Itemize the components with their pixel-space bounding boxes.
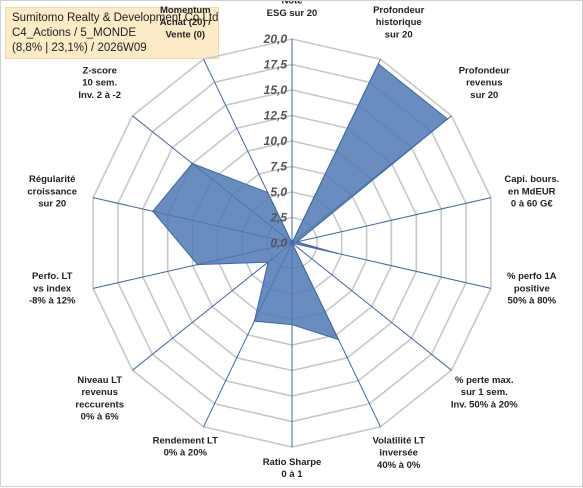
axis-label-line: revenus xyxy=(466,78,502,89)
axis-spoke-5 xyxy=(291,242,452,371)
data-point-10 xyxy=(196,263,199,266)
tick-label-1: 2,5 xyxy=(269,211,287,225)
axis-label-line: 40% à 0% xyxy=(377,460,421,471)
tick-label-4: 10,0 xyxy=(264,134,288,148)
tick-label-5: 12,5 xyxy=(264,109,288,123)
data-point-1 xyxy=(377,63,380,65)
chart-title-box: Sumitomo Realty & Development Co Ltd C4_… xyxy=(5,7,219,59)
axis-label-line: Profondeur xyxy=(373,5,424,16)
data-point-11 xyxy=(152,210,154,212)
axis-label-line: sur 1 sem. xyxy=(461,387,508,398)
data-point-9 xyxy=(267,261,269,263)
axis-label-5: % perte max. sur 1 sem. Inv. 50% à 20% xyxy=(451,375,518,410)
axis-spoke-3 xyxy=(291,197,492,244)
axis-label-line: Inv. 2 à -2 xyxy=(78,90,121,101)
axis-label-line: croissance xyxy=(27,186,77,197)
axis-label-line: Momentum xyxy=(160,5,211,16)
axis-label-line: Note xyxy=(281,1,302,7)
axis-label-line: -8% à 12% xyxy=(29,296,76,307)
axis-label-11: Régularité croissance sur 20 xyxy=(27,174,77,209)
data-point-7 xyxy=(291,323,293,326)
data-point-8 xyxy=(253,320,256,322)
axis-label-line: 0% à 20% xyxy=(164,448,208,459)
axis-label-line: Achat (20) / xyxy=(160,17,212,28)
axis-spoke-9 xyxy=(132,242,293,371)
data-point-12 xyxy=(191,162,194,165)
axis-label-line: historique xyxy=(376,17,422,28)
axis-label-10: Perfo. LT vs index -8% à 12% xyxy=(29,271,76,306)
tick-label-8: 20,0 xyxy=(263,32,288,46)
axis-label-6: Volatilité LT inversée 40% à 0% xyxy=(372,435,425,470)
axis-label-line: Perfo. LT xyxy=(32,271,73,282)
axis-label-line: ESG sur 20 xyxy=(267,8,318,19)
axis-label-12: Z-score 10 sem. Inv. 2 à -2 xyxy=(78,66,121,101)
axis-label-7: Ratio Sharpe 0 à 1 xyxy=(263,457,322,480)
axis-label-2: Profondeur revenus sur 20 xyxy=(459,66,510,101)
axis-label-line: Vente (0) xyxy=(165,29,205,40)
tick-label-3: 7,5 xyxy=(270,160,287,174)
axis-label-line: Niveau LT xyxy=(77,375,122,386)
axis-label-line: positive xyxy=(514,283,550,294)
axis-label-line: Rendement LT xyxy=(153,435,218,446)
axis-label-line: revenus xyxy=(81,387,117,398)
data-point-2 xyxy=(446,118,449,120)
axis-label-line: 10 sem. xyxy=(82,78,117,89)
axis-label-1: Profondeur historique sur 20 xyxy=(373,5,424,40)
axis-label-4: % perfo 1A positive 50% à 80% xyxy=(507,271,557,306)
data-point-5 xyxy=(291,242,293,244)
axis-label-line: sur 20 xyxy=(385,29,413,40)
data-point-3 xyxy=(296,241,298,243)
axis-label-3: Capi. bours. en MdEUR 0 à 60 G€ xyxy=(504,174,559,209)
tick-label-6: 15,0 xyxy=(264,83,288,97)
data-point-6 xyxy=(337,338,340,341)
axis-label-line: sur 20 xyxy=(470,90,498,101)
data-point-4 xyxy=(335,252,338,254)
axis-label-line: Profondeur xyxy=(459,66,510,77)
axis-label-line: 0 à 60 G€ xyxy=(511,199,553,210)
axis-label-line: Volatilité LT xyxy=(372,435,425,446)
axis-label-line: inversée xyxy=(379,448,418,459)
axis-label-0: Note ESG sur 20 xyxy=(267,1,318,19)
tick-label-2: 5,0 xyxy=(270,185,287,199)
axis-label-line: 50% à 80% xyxy=(508,296,557,307)
axis-label-line: Inv. 50% à 20% xyxy=(451,399,518,410)
chart-title-universe: C4_Actions / 5_MONDE xyxy=(12,27,136,39)
axis-label-9: Niveau LT revenus reccurents 0% à 6% xyxy=(75,375,124,423)
axis-label-13: Momentum Achat (20) / Vente (0) xyxy=(160,5,212,40)
axis-label-line: en MdEUR xyxy=(508,186,556,197)
axis-label-line: reccurents xyxy=(75,399,124,410)
tick-label-0: 0,0 xyxy=(270,236,287,250)
axis-label-line: 0% à 6% xyxy=(81,412,120,423)
axis-label-line: % perte max. xyxy=(455,375,514,386)
chart-title-company: Sumitomo Realty & Development Co Ltd xyxy=(12,12,219,24)
axis-label-line: Z-score xyxy=(83,66,117,77)
axis-label-line: Ratio Sharpe xyxy=(263,457,322,468)
axis-label-line: % perfo 1A xyxy=(507,271,557,282)
axis-label-line: sur 20 xyxy=(38,199,66,210)
data-point-13 xyxy=(266,191,269,194)
axis-label-8: Rendement LT 0% à 20% xyxy=(153,435,218,458)
tick-label-7: 17,5 xyxy=(264,58,288,72)
axis-label-line: vs index xyxy=(33,283,72,294)
chart-title-performance: (8,8% | 23,1%) / 2026W09 xyxy=(12,42,147,54)
axis-label-line: Régularité xyxy=(29,174,75,185)
axis-label-line: Capi. bours. xyxy=(504,174,559,185)
axis-label-line: 0 à 1 xyxy=(281,469,303,480)
